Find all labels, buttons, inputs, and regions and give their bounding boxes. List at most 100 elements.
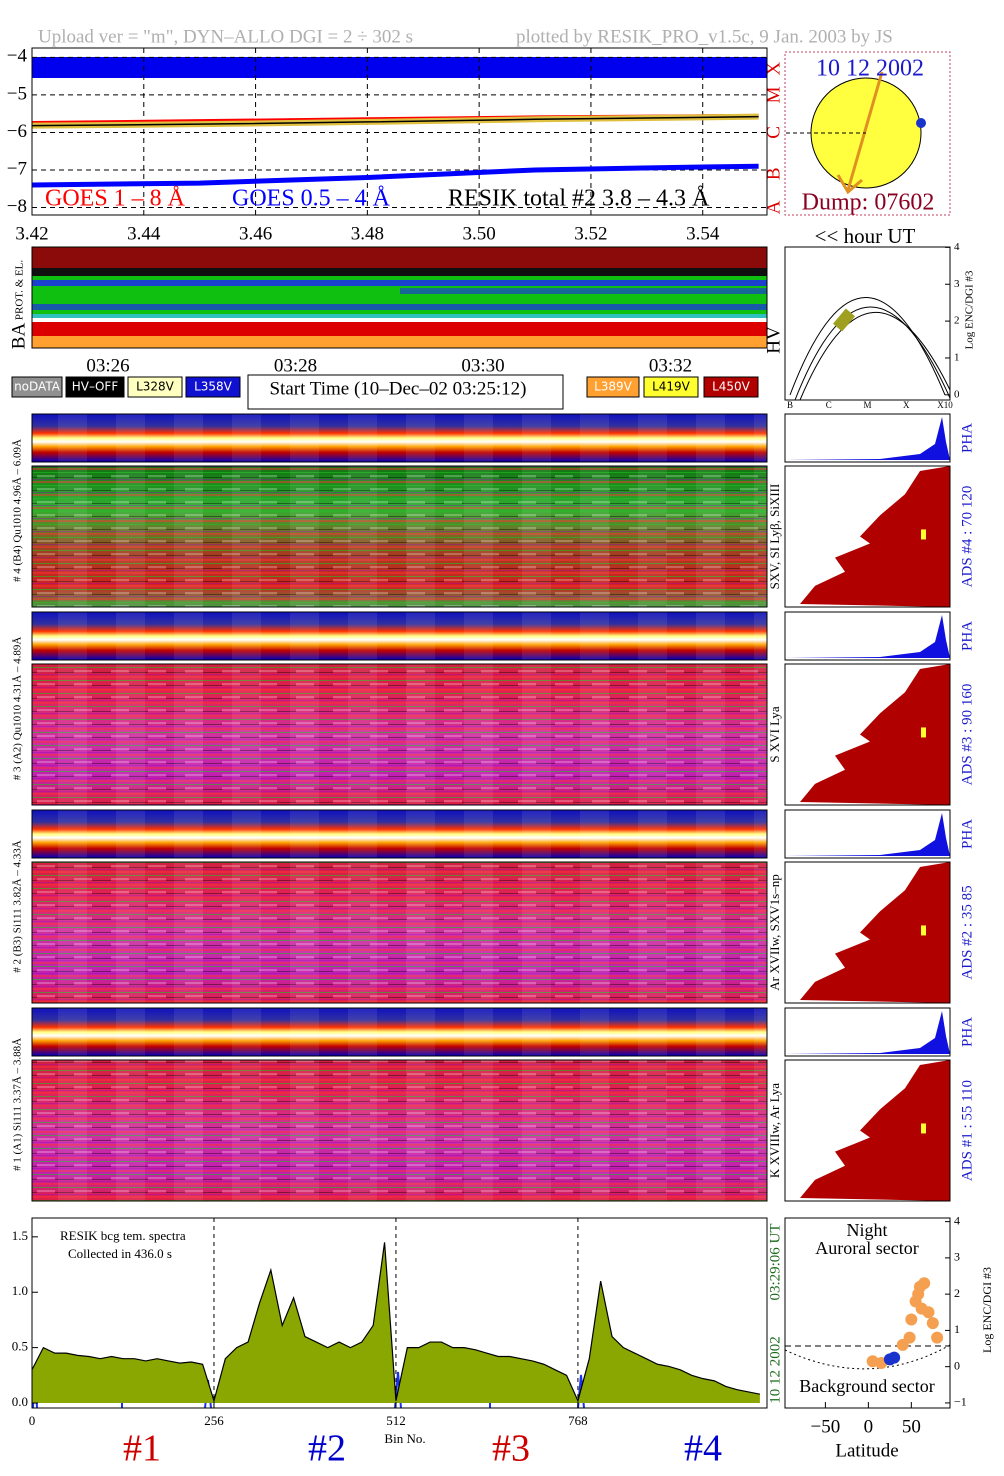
lines-label: SXV, SI Lyβ, SiXIII (767, 484, 782, 590)
status-band (32, 247, 767, 268)
spectrum-area (32, 1242, 760, 1404)
frame (784, 861, 951, 1004)
frame (784, 413, 951, 463)
dump-label: Dump: 07602 (802, 190, 935, 216)
pha-spectrogram-texture (32, 810, 767, 858)
frame (784, 1059, 951, 1202)
frame (31, 861, 768, 1004)
detector-label: # 4 (B4) Qu1010 4.96Å – 6.09Å (12, 439, 24, 582)
scatter-point (918, 1277, 931, 1290)
frame (784, 611, 951, 661)
legend-box (643, 376, 699, 398)
pha-label: PHA (959, 819, 975, 849)
frame (784, 465, 951, 608)
ads-label: ADS #1 : 55 110 (959, 1080, 975, 1181)
channel-label: #1 (123, 1428, 161, 1470)
background-curve (784, 1344, 951, 1370)
legend-label: L358V (194, 380, 233, 394)
annotation: Collected in 436.0 s (68, 1246, 172, 1261)
ads-label: ADS #3 : 90 160 (959, 684, 975, 786)
annotation: Background sector (799, 1376, 934, 1396)
x-tick-label: X10 (937, 400, 953, 410)
lines-label: K XVIIIw, Ar Lya (767, 1083, 782, 1178)
y-tick-label: 2 (954, 1286, 960, 1300)
legend-entry: GOES 0.5 – 4 Å (232, 186, 391, 212)
frame (784, 809, 951, 859)
plot-frame (31, 47, 768, 216)
y-tick-label: 4 (954, 241, 960, 253)
spectrum-date: 10 12 2002 (767, 1336, 783, 1404)
spectrogram-texture (32, 466, 767, 607)
y2-tick-label: A (763, 200, 784, 214)
resik-band (32, 57, 767, 78)
frame (784, 663, 951, 806)
x-tick-label: B (787, 400, 793, 410)
legend-box (703, 376, 759, 398)
x-tick-label: 3.52 (574, 223, 607, 244)
y-tick-label: 0.5 (12, 1339, 28, 1354)
spectrogram-texture (32, 1060, 767, 1201)
legend-box (185, 376, 241, 398)
status-frame (31, 246, 768, 349)
orbit-arrow (846, 71, 884, 191)
legend-label: L450V (712, 380, 751, 394)
spectrogram-texture (32, 664, 767, 805)
y-tick-label: 1 (954, 1322, 960, 1336)
y2-tick-label: X (763, 62, 784, 76)
detector-label: # 2 (B3) Si111 3.82Å – 4.33Å (12, 840, 24, 972)
series-line (31, 115, 759, 127)
y-tick-label: −5 (7, 83, 27, 104)
spectrum-line (31, 1242, 761, 1403)
start-time: Start Time (10–Dec–02 03:25:12) (269, 378, 526, 399)
legend-box (65, 376, 125, 398)
y-tick-label: 0.0 (12, 1394, 28, 1409)
x-tick-label: 50 (902, 1416, 921, 1437)
x-tick-label: 0 (864, 1416, 874, 1437)
ads-marker (921, 727, 926, 738)
legend-label: L328V (136, 380, 175, 394)
scatter-point (905, 1313, 918, 1326)
x-tick-label: 0 (29, 1413, 36, 1428)
x-tick-label: X (903, 400, 910, 410)
hv-curve (799, 312, 951, 401)
legend-entry: RESIK total #2 3.8 – 4.3 Å (448, 186, 710, 212)
x-tick-label: 768 (568, 1413, 588, 1428)
y-tick-label: 1.0 (12, 1283, 28, 1298)
spectrogram-texture (32, 862, 767, 1003)
pha-histogram (785, 1011, 950, 1054)
x-tick-label: C (826, 400, 832, 410)
scatter-point (931, 1331, 944, 1344)
y-tick-label: 3 (954, 278, 960, 290)
ads-marker (921, 1123, 926, 1134)
pha-spectrogram-texture (32, 414, 767, 462)
prot-band (32, 314, 767, 318)
x-tick-label: 3.42 (15, 223, 48, 244)
frame (31, 611, 768, 661)
lines-label: Ar XVIIw, SXV1s–np (767, 874, 782, 991)
y2-tick-label: M (763, 86, 784, 103)
header-upload: Upload ver = "m", DYN–ALLO DGI = 2 ÷ 302… (38, 26, 413, 47)
y-tick-label: −6 (7, 121, 27, 142)
ads-marker (921, 925, 926, 936)
channel-label: #2 (308, 1428, 346, 1470)
legend-entry: GOES 1 – 8 Å (45, 186, 186, 212)
frame (31, 413, 768, 463)
frame (784, 1007, 951, 1057)
y-tick-label: −8 (7, 196, 27, 217)
hv-marker (832, 308, 856, 332)
frame (31, 1007, 768, 1057)
prot-band (32, 304, 767, 310)
ads-histogram (800, 862, 950, 1003)
pha-label: PHA (959, 621, 975, 651)
legend-box (11, 376, 63, 398)
y2-tick-label: C (763, 126, 784, 139)
y-axis-label: Log ENC/DGI #3 (964, 270, 976, 349)
ba-label: BA (8, 323, 29, 350)
legend-label: HV–OFF (72, 380, 119, 394)
prot-band (400, 288, 767, 294)
y-tick-label: 4 (954, 1213, 960, 1227)
y-tick-label: −1 (954, 1395, 967, 1409)
y-tick-label: 2 (954, 315, 960, 327)
y-axis-label: Log ENC/DGI #3 (980, 1267, 994, 1353)
